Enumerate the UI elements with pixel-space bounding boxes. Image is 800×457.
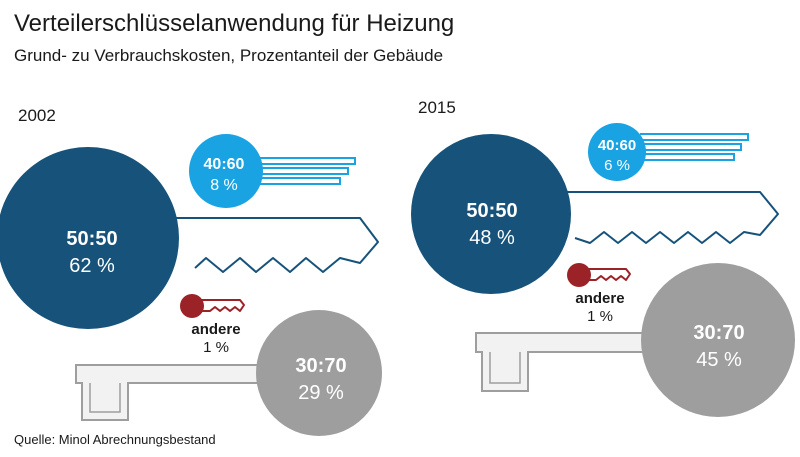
label-name-3070-2002: 30:70 xyxy=(295,355,346,377)
label-name-5050-2015: 50:50 xyxy=(466,200,517,222)
chart-subtitle: Grund- zu Verbrauchskosten, Prozentantei… xyxy=(14,46,444,65)
key-shaft-4060-2015 xyxy=(640,133,749,161)
key-shaft-4060-2002 xyxy=(245,157,356,185)
label-value-andere-2002: 1 % xyxy=(203,339,229,356)
key-shaft-3070-2002 xyxy=(75,364,280,421)
label-value-5050-2002: 62 % xyxy=(69,255,115,277)
key-andere-2002 xyxy=(180,294,245,318)
label-name-3070-2015: 30:70 xyxy=(693,322,744,344)
key-shaft-5050-2002 xyxy=(170,217,379,273)
label-name-andere-2015: andere xyxy=(575,290,624,307)
label-name-5050-2002: 50:50 xyxy=(66,228,117,250)
bubble-5050-2002 xyxy=(0,147,179,329)
label-value-4060-2002: 8 % xyxy=(210,177,238,194)
label-value-3070-2002: 29 % xyxy=(298,382,344,404)
key-andere-2015 xyxy=(567,263,631,287)
year-label-2015: 2015 xyxy=(418,98,456,117)
bubble-5050-2015 xyxy=(411,134,571,294)
source-note: Quelle: Minol Abrechnungsbestand xyxy=(14,432,216,447)
bubble-4060-2002 xyxy=(189,134,263,208)
key-shaft-5050-2015 xyxy=(555,191,779,244)
label-value-andere-2015: 1 % xyxy=(587,308,613,325)
bubble-4060-2015 xyxy=(588,123,646,181)
label-value-4060-2015: 6 % xyxy=(604,157,630,174)
bubble-3070-2002 xyxy=(256,310,382,436)
label-name-4060-2002: 40:60 xyxy=(204,156,245,173)
label-value-3070-2015: 45 % xyxy=(696,349,742,371)
bubble-3070-2015 xyxy=(641,263,795,417)
chart-title: Verteilerschlüsselanwendung für Heizung xyxy=(14,10,455,37)
year-label-2002: 2002 xyxy=(18,106,56,125)
panel-2015: 50:50 48 % 40:60 6 % 30:70 45 % andere 1… xyxy=(411,123,795,417)
label-value-5050-2015: 48 % xyxy=(469,227,515,249)
panel-2002: 50:50 62 % 40:60 8 % 30:70 29 % andere 1… xyxy=(0,134,382,436)
key-shaft-3070-2015 xyxy=(475,332,660,392)
label-name-andere-2002: andere xyxy=(191,321,240,338)
label-name-4060-2015: 40:60 xyxy=(598,137,636,154)
